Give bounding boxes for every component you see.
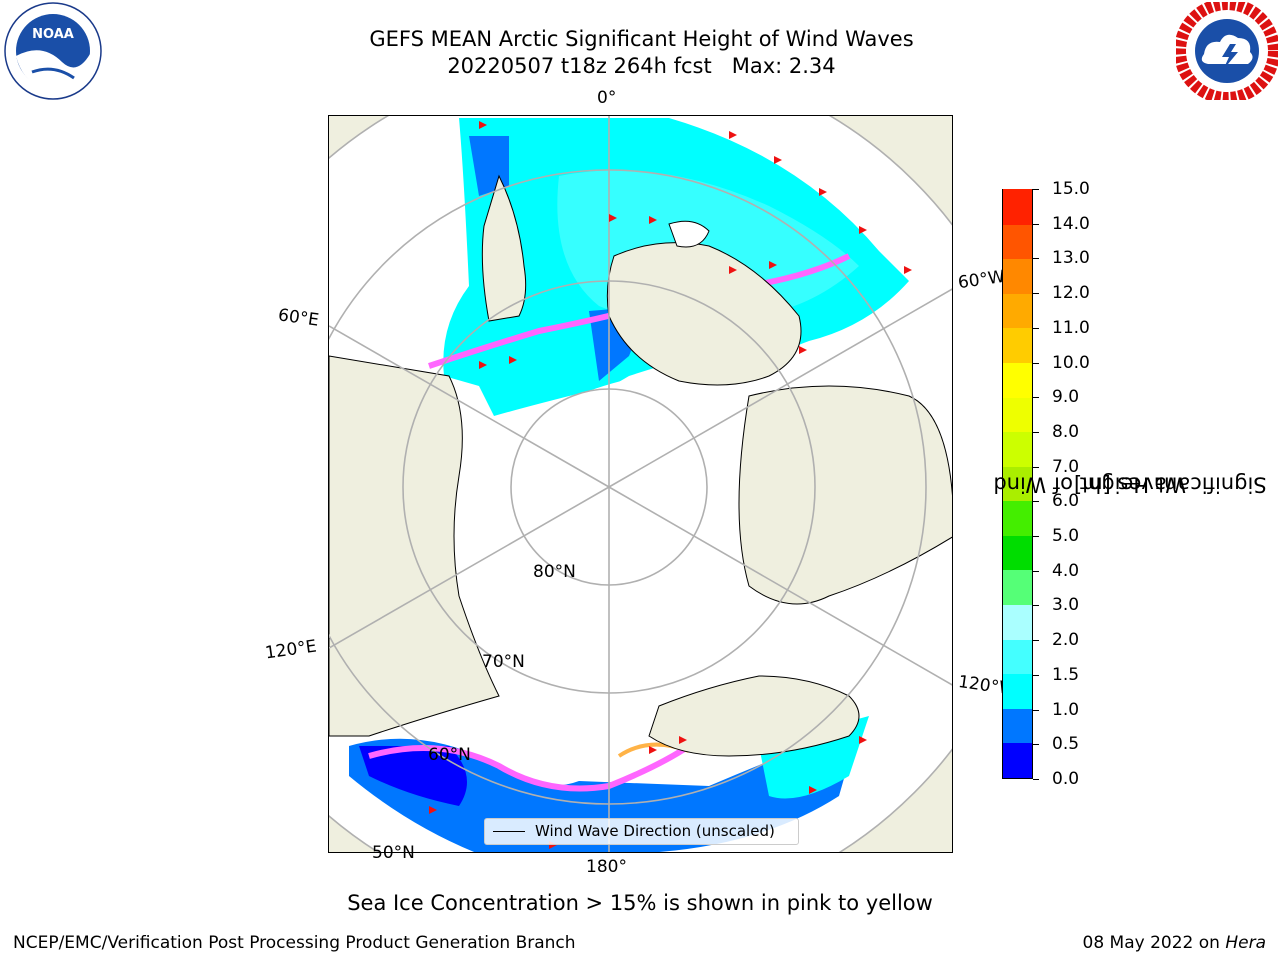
- colorbar-tick-label: 2.0: [1052, 630, 1080, 650]
- siberia-land: [329, 355, 500, 737]
- footer-credit: NCEP/EMC/Verification Post Processing Pr…: [13, 933, 576, 953]
- colorbar-segment: [1003, 742, 1032, 778]
- wind-wave-arrows: [429, 121, 912, 849]
- colorbar-tick: [1033, 397, 1039, 398]
- alaska-land: [648, 675, 860, 757]
- colorbar-segment: [1003, 431, 1032, 467]
- graticule: [329, 116, 952, 852]
- colorbar-segment: [1003, 569, 1032, 606]
- colorbar-segment: [1003, 396, 1032, 433]
- noaa-logo-text: NOAA: [32, 27, 74, 42]
- colorbar-segment: [1003, 362, 1032, 398]
- colorbar-segment: [1003, 708, 1032, 744]
- colorbar-segment: [1003, 258, 1032, 294]
- colorbar: [1002, 189, 1033, 779]
- colorbar-tick: [1033, 363, 1039, 364]
- ice-edge-pacific: [368, 743, 691, 792]
- colorbar-tick: [1033, 328, 1039, 329]
- caption: Sea Ice Concentration > 15% is shown in …: [347, 891, 933, 915]
- colorbar-tick: [1033, 432, 1039, 433]
- colorbar-segment: [1003, 224, 1032, 260]
- footer-date-text: 08 May 2022 on: [1082, 933, 1226, 953]
- colorbar-segment: [1003, 639, 1032, 675]
- colorbar-tick-label: 14.0: [1052, 214, 1090, 234]
- footer-date: 08 May 2022 on Hera: [1083, 933, 1267, 953]
- lon-label-60e: 60°E: [276, 305, 321, 331]
- polar-map: [328, 115, 953, 853]
- colorbar-label-line-2: Waves [m]: [1073, 472, 1187, 497]
- colorbar-tick: [1033, 779, 1039, 780]
- colorbar-tick-label: 15.0: [1052, 179, 1090, 199]
- colorbar-tick: [1033, 744, 1039, 745]
- noaa-logo: NOAA: [2, 2, 104, 100]
- colorbar-tick: [1033, 675, 1039, 676]
- colorbar-tick-label: 6.0: [1052, 491, 1080, 511]
- colorbar-tick: [1033, 640, 1039, 641]
- map-legend: Wind Wave Direction (unscaled): [484, 818, 799, 845]
- colorbar-tick: [1033, 501, 1039, 502]
- colorbar-tick: [1033, 189, 1039, 190]
- title-line-2: 20220507 t18z 264h fcst Max: 2.34: [447, 54, 836, 78]
- colorbar-tick-label: 1.0: [1052, 700, 1080, 720]
- colorbar-tick: [1033, 293, 1039, 294]
- colorbar-tick-label: 5.0: [1052, 526, 1080, 546]
- bering-deep-blue: [359, 746, 467, 806]
- colorbar-tick: [1033, 710, 1039, 711]
- lat-label-60n: 60°N: [428, 745, 471, 765]
- colorbar-tick-label: 0.0: [1052, 769, 1080, 789]
- legend-line-sample: [493, 831, 525, 833]
- lat-label-50n: 50°N: [372, 843, 415, 863]
- lon-label-60w: 60°W: [956, 266, 1007, 294]
- colorbar-segment: [1003, 604, 1032, 640]
- colorbar-segment: [1003, 189, 1032, 225]
- canada-land: [738, 385, 952, 605]
- legend-label: Wind Wave Direction (unscaled): [535, 822, 775, 840]
- colorbar-tick-label: 3.0: [1052, 595, 1080, 615]
- colorbar-tick-label: 8.0: [1052, 422, 1080, 442]
- colorbar-tick-label: 0.5: [1052, 734, 1080, 754]
- title-line-1: GEFS MEAN Arctic Significant Height of W…: [369, 27, 914, 51]
- colorbar-tick: [1033, 605, 1039, 606]
- colorbar-tick-label: 7.0: [1052, 457, 1080, 477]
- colorbar-tick: [1033, 536, 1039, 537]
- footer-host: Hera: [1225, 933, 1266, 953]
- colorbar-segment: [1003, 327, 1032, 363]
- lon-label-120e: 120°E: [263, 636, 318, 664]
- lon-label-0: 0°: [597, 88, 617, 108]
- lat-label-80n: 80°N: [533, 562, 576, 582]
- chart-title: GEFS MEAN Arctic Significant Height of W…: [0, 26, 1280, 80]
- colorbar-tick-label: 1.5: [1052, 665, 1080, 685]
- colorbar-tick-label: 12.0: [1052, 283, 1090, 303]
- colorbar-tick: [1033, 258, 1039, 259]
- svalbard-land: [668, 220, 710, 248]
- colorbar-segment: [1003, 500, 1032, 536]
- colorbar-tick: [1033, 224, 1039, 225]
- colorbar-tick-label: 9.0: [1052, 387, 1080, 407]
- colorbar-tick: [1033, 571, 1039, 572]
- colorbar-segment: [1003, 535, 1032, 571]
- greenland-land: [606, 242, 802, 386]
- lat-label-70n: 70°N: [482, 652, 525, 672]
- nws-logo: [1174, 0, 1280, 104]
- colorbar-tick: [1033, 467, 1039, 468]
- colorbar-segment: [1003, 466, 1032, 502]
- colorbar-tick-label: 4.0: [1052, 561, 1080, 581]
- colorbar-segment: [1003, 673, 1032, 709]
- colorbar-tick-label: 10.0: [1052, 353, 1090, 373]
- colorbar-tick-label: 11.0: [1052, 318, 1090, 338]
- colorbar-tick-label: 13.0: [1052, 248, 1090, 268]
- lon-label-180: 180°: [586, 857, 627, 877]
- colorbar-segment: [1003, 293, 1032, 329]
